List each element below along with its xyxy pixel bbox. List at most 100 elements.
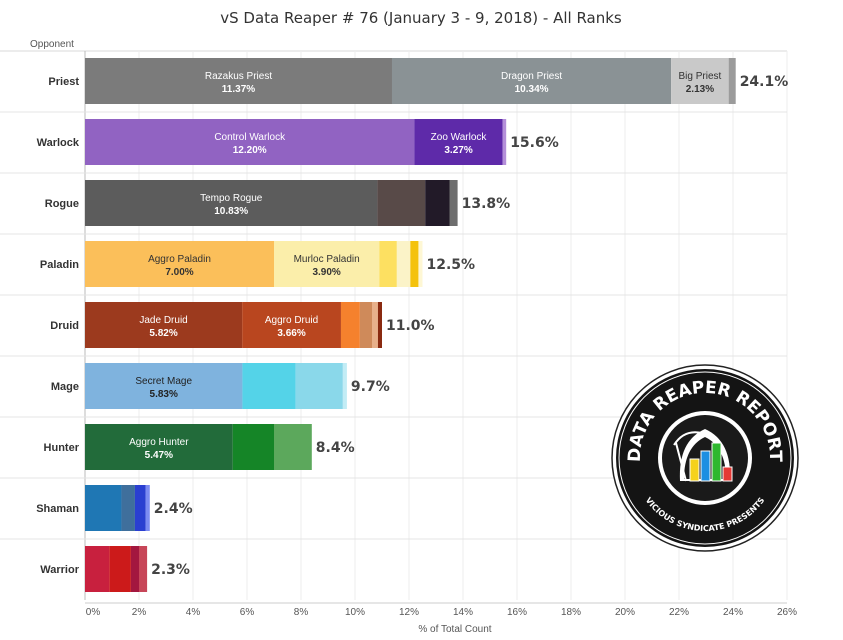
segment-value: 2.13% [686, 84, 714, 95]
segment-value: 11.37% [222, 84, 255, 95]
total-label: 2.3% [151, 562, 190, 578]
bar-segment [425, 180, 450, 226]
bar-rows: Priest Razakus Priest 11.37% Dragon Priest 1… [36, 58, 788, 592]
x-tick-label: 14% [453, 607, 473, 618]
bar-segment [85, 58, 392, 104]
x-tick-label: 20% [615, 607, 635, 618]
total-label: 2.4% [154, 501, 193, 517]
y-axis-label: Opponent [30, 39, 74, 50]
bar-group-mage: Mage Secret Mage 5.83% 9.7% [51, 363, 390, 409]
x-tick-label: 0% [86, 607, 101, 618]
segment-label: Aggro Paladin [148, 254, 211, 265]
total-label: 15.6% [510, 135, 559, 151]
bar-group-druid: Druid Jade Druid 5.82% Aggro Druid 3.66% 11.0… [50, 302, 435, 348]
category-label: Rogue [45, 198, 79, 210]
bar-group-warrior: Warrior 2.3% [40, 546, 190, 592]
bar-segment [396, 241, 411, 287]
bar-segment [232, 424, 274, 470]
bar-segment [121, 485, 135, 531]
bar-segment [418, 241, 423, 287]
segment-label: Dragon Priest [501, 71, 562, 82]
bar-segment [274, 241, 380, 287]
bar-segment [85, 546, 110, 592]
x-tick-label: 26% [777, 607, 797, 618]
total-label: 9.7% [351, 379, 390, 395]
category-label: Shaman [36, 503, 79, 515]
segment-value: 10.34% [515, 84, 549, 95]
segment-label: Big Priest [679, 71, 722, 82]
segment-label: Secret Mage [135, 376, 192, 387]
x-tick-label: 16% [507, 607, 527, 618]
bar-group-shaman: Shaman 2.4% [36, 485, 193, 531]
x-tick-label: 18% [561, 607, 581, 618]
bar-segment [379, 241, 397, 287]
bar-segment [85, 424, 233, 470]
category-label: Priest [48, 76, 79, 88]
bar-segment [85, 241, 274, 287]
x-tick-label: 2% [132, 607, 147, 618]
bar-segment [85, 485, 122, 531]
bar-segment [410, 241, 419, 287]
segment-label: Murloc Paladin [294, 254, 360, 265]
segment-label: Tempo Rogue [200, 193, 263, 204]
bar-segment [145, 485, 150, 531]
bar-group-rogue: Rogue Tempo Rogue 10.83% 13.8% [45, 180, 510, 226]
logo-bar [689, 458, 700, 482]
x-tick-label: 22% [669, 607, 689, 618]
x-axis-label: % of Total Count [418, 624, 491, 635]
segment-label: Control Warlock [214, 132, 286, 143]
logo-bar [711, 442, 722, 482]
x-ticks: 0% 2% 4% 6% 8% 10% 12% 14% 16% 18% 20% 22% 24% 26% [86, 607, 797, 618]
bar-segment [139, 546, 148, 592]
bar-segment [85, 180, 378, 226]
bar-segment [502, 119, 507, 165]
segment-label: Aggro Druid [265, 315, 318, 326]
segment-value: 12.20% [233, 145, 267, 156]
segment-label: Aggro Hunter [129, 437, 189, 448]
category-label: Druid [50, 320, 79, 332]
bar-group-hunter: Hunter Aggro Hunter 5.47% 8.4% [44, 424, 355, 470]
bar-segment [295, 363, 343, 409]
segment-value: 7.00% [165, 267, 193, 278]
x-tick-label: 24% [723, 607, 743, 618]
bar-segment [109, 546, 131, 592]
x-tick-label: 12% [399, 607, 419, 618]
category-label: Hunter [44, 442, 80, 454]
category-label: Paladin [40, 259, 79, 271]
bar-group-paladin: Paladin Aggro Paladin 7.00% Murloc Paladin 3… [40, 241, 475, 287]
segment-label: Jade Druid [139, 315, 187, 326]
total-label: 8.4% [316, 440, 355, 456]
bar-segment [372, 302, 378, 348]
bar-segment [414, 119, 503, 165]
bar-segment [377, 180, 426, 226]
bar-segment [85, 119, 415, 165]
total-label: 11.0% [386, 318, 435, 334]
total-label: 13.8% [462, 196, 511, 212]
segment-value: 5.47% [145, 450, 173, 461]
chart-title: vS Data Reaper # 76 (January 3 - 9, 2018… [220, 9, 622, 27]
bar-segment [728, 58, 736, 104]
bar-segment [242, 302, 341, 348]
bar-segment [242, 363, 296, 409]
logo-bar [722, 466, 733, 482]
x-tick-label: 6% [240, 607, 255, 618]
bar-group-warlock: Warlock Control Warlock 12.20% Zoo Warlock 3… [37, 119, 559, 165]
bar-chart-icon [689, 442, 733, 482]
segment-value: 3.90% [312, 267, 340, 278]
segment-value: 5.83% [150, 389, 178, 400]
segment-label: Zoo Warlock [431, 132, 488, 143]
bar-group-priest: Priest Razakus Priest 11.37% Dragon Priest 1… [48, 58, 788, 104]
bar-segment [274, 424, 312, 470]
segment-value: 10.83% [214, 206, 248, 217]
category-label: Warrior [40, 564, 79, 576]
segment-value: 3.66% [277, 328, 305, 339]
bar-segment [359, 302, 373, 348]
bar-segment [130, 546, 139, 592]
segment-label: Razakus Priest [205, 71, 272, 82]
x-tick-label: 4% [186, 607, 201, 618]
bar-segment [391, 58, 672, 104]
x-tick-label: 8% [294, 607, 309, 618]
bar-segment [377, 302, 382, 348]
bar-segment [671, 58, 729, 104]
